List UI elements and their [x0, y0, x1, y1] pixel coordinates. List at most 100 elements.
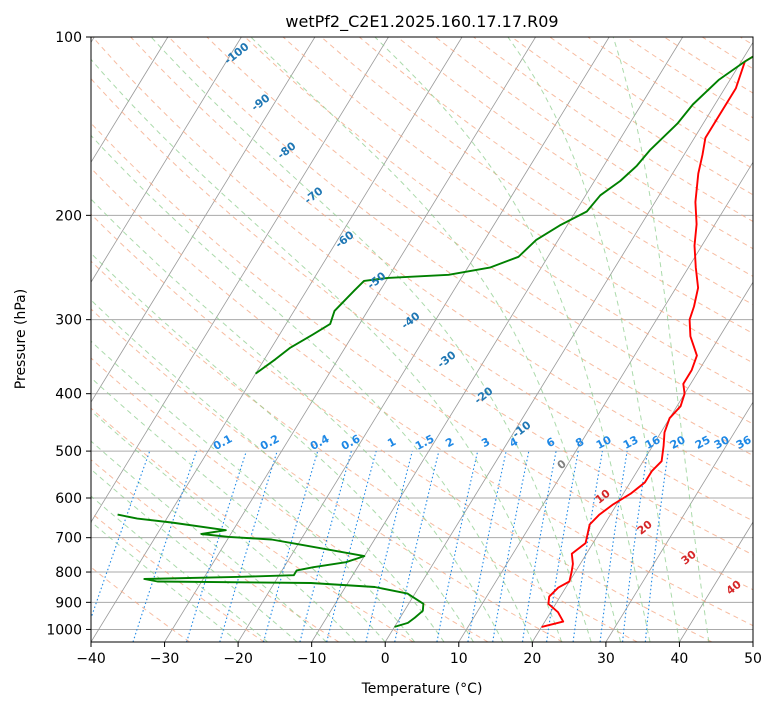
isotherm-line: [458, 161, 753, 642]
y-tick-label: 900: [55, 595, 82, 611]
y-tick-label: 200: [55, 208, 82, 224]
mixing-ratio-line: [622, 451, 649, 642]
x-tick-label: −20: [223, 651, 253, 667]
moist-adiabat-line: [91, 58, 563, 642]
dry-adiabat-line: [244, 37, 753, 394]
moist-adiabat-line: [91, 198, 504, 642]
isotherm-line: [605, 401, 753, 642]
y-tick-label: 100: [55, 30, 82, 46]
y-tick-label: 300: [55, 313, 82, 329]
mixing-ratio-line: [326, 450, 377, 642]
dry-adiabat-label: 0: [555, 457, 569, 472]
mixing-ratio-line: [262, 450, 319, 642]
mixing-ratio-label: 2: [443, 435, 456, 450]
isotherm-line: [91, 37, 242, 283]
dry-adiabat-line: [435, 37, 753, 250]
dry-adiabat-label: -90: [249, 91, 273, 114]
dry-adiabat-line: [168, 37, 753, 457]
mixing-ratio-line: [132, 450, 198, 642]
x-tick-label: 50: [744, 651, 762, 667]
y-tick-label: 600: [55, 491, 82, 507]
dry-adiabat-line: [91, 512, 265, 642]
mixing-ratio-label: 36: [734, 433, 754, 452]
dry-adiabat-label: -80: [275, 139, 299, 162]
mixing-ratio-label: 10: [594, 433, 614, 452]
dry-adiabat-line: [282, 37, 753, 364]
mixing-ratio-label: 25: [693, 433, 713, 452]
dry-adiabat-line: [91, 78, 753, 556]
x-tick-label: −10: [297, 651, 327, 667]
dry-adiabat-line: [663, 37, 753, 94]
isotherm-line: [384, 41, 753, 642]
chart-title: wetPf2_C2E1.2025.160.17.17.R09: [285, 12, 558, 32]
dry-adiabat-label: 10: [593, 487, 613, 507]
x-tick-label: −40: [76, 651, 106, 667]
mixing-ratio-label: 16: [643, 433, 663, 452]
mixing-ratio-label: 0.2: [258, 432, 281, 453]
moist-adiabat-line: [91, 340, 415, 642]
y-tick-label: 500: [55, 444, 82, 460]
x-tick-label: 20: [523, 651, 541, 667]
dry-adiabat-line: [91, 308, 563, 642]
dry-adiabat-line: [320, 37, 753, 335]
dry-adiabat-line: [701, 37, 753, 70]
isotherm-line: [164, 37, 536, 642]
dry-adiabat-line: [91, 213, 713, 642]
moist-adiabat-line: [612, 37, 710, 642]
dry-adiabat-label: -20: [472, 384, 496, 407]
x-tick-label: −30: [150, 651, 180, 667]
mixing-ratio-line: [186, 450, 247, 642]
moist-adiabat-line: [91, 521, 239, 642]
mixing-ratio-label: 6: [544, 435, 557, 450]
background-lines: [91, 37, 753, 642]
mixing-ratio-label: 1: [385, 435, 398, 450]
y-axis-label: Pressure (hPa): [13, 289, 29, 389]
dry-adiabat-line: [130, 37, 753, 489]
dry-adiabat-line: [587, 37, 753, 144]
mixing-ratio-label: 30: [712, 433, 732, 452]
mixing-ratio-line: [365, 450, 413, 642]
mixing-ratio-line: [599, 451, 628, 642]
mixing-ratio-line: [644, 451, 669, 642]
mixing-ratio-line: [572, 451, 603, 642]
dry-adiabat-label: -30: [435, 348, 459, 371]
y-tick-label: 1000: [46, 622, 82, 638]
y-tick-label: 800: [55, 565, 82, 581]
x-tick-label: 10: [450, 651, 468, 667]
dry-adiabat-label: -40: [399, 309, 423, 332]
moist-adiabat-line: [91, 134, 533, 642]
dry-adiabat-line: [91, 260, 638, 642]
y-tick-label: 400: [55, 387, 82, 403]
moist-adiabat-line: [91, 468, 298, 642]
dry-adiabat-label: -50: [365, 269, 389, 292]
moist-adiabat-line: [374, 37, 651, 642]
isotherm-line: [531, 281, 753, 642]
isotherm-line: [91, 37, 389, 523]
mixing-ratio-label: 3: [479, 435, 492, 450]
dewpoint-profile-upper: [255, 55, 753, 375]
moist-adiabat-line: [91, 299, 445, 642]
moist-adiabat-line: [91, 440, 327, 642]
dry-adiabat-line: [91, 167, 753, 627]
y-tick-label: 700: [55, 531, 82, 547]
x-tick-label: 0: [381, 651, 390, 667]
moist-adiabat-line: [91, 252, 474, 642]
dry-adiabat-line: [397, 37, 753, 277]
mixing-ratio-label: 1.5: [413, 432, 436, 453]
x-tick-label: 30: [597, 651, 615, 667]
mixing-ratio-line: [467, 450, 507, 642]
isotherm-line: [752, 641, 753, 642]
mixing-ratio-label: 20: [668, 433, 688, 452]
mixing-ratio-label: 0.4: [308, 432, 332, 453]
mixing-ratio-line: [219, 450, 278, 642]
plot-frame: [90, 36, 754, 643]
moist-adiabat-line: [91, 495, 268, 642]
dry-adiabat-label: 40: [724, 578, 744, 598]
mixing-ratio-line: [299, 450, 352, 642]
x-tick-label: 40: [671, 651, 689, 667]
dry-adiabat-line: [91, 407, 414, 642]
dewpoint-profile-lower: [117, 513, 425, 628]
dry-adiabat-label: 20: [635, 518, 655, 538]
mixing-ratio-line: [394, 450, 440, 642]
